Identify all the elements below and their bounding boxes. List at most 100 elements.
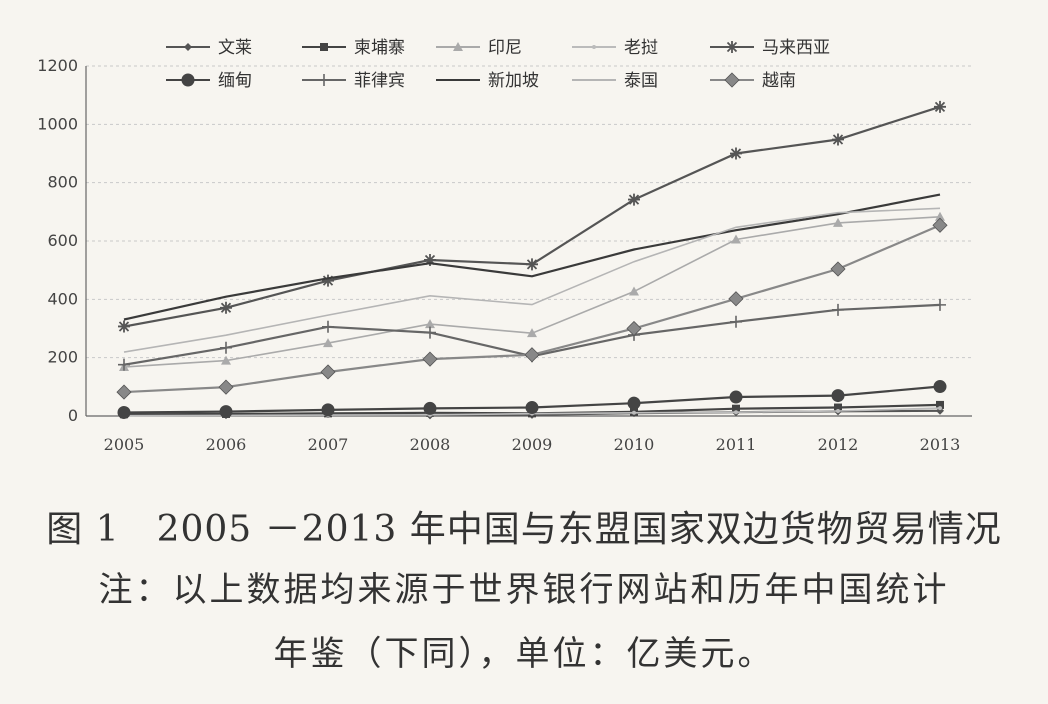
legend-item: 越南 xyxy=(710,71,796,91)
data-point xyxy=(832,133,844,146)
legend-label: 菲律宾 xyxy=(354,71,405,91)
data-point xyxy=(118,358,130,371)
y-tick-label: 600 xyxy=(47,231,78,250)
legend-marker xyxy=(724,72,740,88)
x-tick-label: 2013 xyxy=(920,435,961,454)
data-point xyxy=(934,298,946,311)
data-point xyxy=(221,355,231,365)
legend-label: 文莱 xyxy=(218,38,252,58)
data-point xyxy=(220,301,232,314)
y-tick-label: 400 xyxy=(47,289,78,308)
x-tick-label: 2006 xyxy=(206,435,247,454)
data-point xyxy=(422,351,438,367)
legend-label: 老挝 xyxy=(624,38,658,58)
legend-item: 柬埔寨 xyxy=(302,38,405,58)
data-point xyxy=(118,320,130,333)
series-line-9 xyxy=(123,224,941,394)
data-point xyxy=(730,315,742,328)
y-tick-label: 200 xyxy=(47,348,78,367)
data-point xyxy=(938,406,942,411)
data-point xyxy=(933,380,947,394)
data-point xyxy=(526,258,538,271)
legend-item: 菲律宾 xyxy=(302,71,405,91)
series-lines xyxy=(116,100,948,420)
data-point xyxy=(932,217,948,233)
legend-item: 缅甸 xyxy=(166,71,252,91)
legend-item: 老挝 xyxy=(572,38,658,58)
data-point xyxy=(729,390,743,404)
data-point xyxy=(117,406,131,419)
data-point xyxy=(424,326,436,339)
data-point xyxy=(834,403,842,412)
legend-label: 柬埔寨 xyxy=(354,38,405,58)
series-5 xyxy=(117,380,947,419)
data-point xyxy=(323,338,333,348)
figure-caption-title: 图 1 2005 －2013 年中国与东盟国家双边货物贸易情况 xyxy=(46,509,1002,550)
data-point xyxy=(730,147,742,160)
data-point xyxy=(632,410,636,415)
x-tick-label: 2007 xyxy=(308,435,349,454)
x-tick-label: 2009 xyxy=(512,435,553,454)
data-point xyxy=(629,286,639,296)
data-point xyxy=(627,396,641,410)
data-point xyxy=(524,347,540,363)
x-tick-label: 2008 xyxy=(410,435,451,454)
legend-marker xyxy=(320,43,328,51)
series-line-8 xyxy=(123,207,941,353)
data-point xyxy=(833,217,843,227)
legend-item: 文莱 xyxy=(166,38,252,58)
data-point xyxy=(732,404,740,413)
data-point xyxy=(423,401,437,415)
data-point xyxy=(831,389,845,403)
legend-marker xyxy=(318,74,330,86)
legend-item: 印尼 xyxy=(436,38,522,58)
data-point xyxy=(832,303,844,316)
data-point xyxy=(935,211,945,221)
data-point xyxy=(219,405,233,419)
legend-label: 印尼 xyxy=(488,38,522,58)
data-point xyxy=(934,100,946,113)
legend-marker xyxy=(592,45,596,49)
figure-note-line-2: 年鉴（下同），单位：亿美元。 xyxy=(273,634,775,674)
x-tick-label: 2010 xyxy=(614,435,655,454)
y-tick-label: 1000 xyxy=(37,114,78,133)
data-point xyxy=(321,403,335,417)
data-point xyxy=(728,291,744,307)
data-point xyxy=(116,384,132,400)
data-point xyxy=(836,409,840,414)
series-2 xyxy=(119,211,945,371)
series-4 xyxy=(118,100,946,333)
data-point xyxy=(734,410,738,415)
trade-line-chart: 0 200 400 600 800 1000 1200 2005 2006 2007 2008 200… xyxy=(37,38,972,454)
data-point xyxy=(218,379,234,395)
data-point xyxy=(731,234,741,244)
legend-item: 马来西亚 xyxy=(710,38,830,58)
x-tick-label: 2011 xyxy=(716,435,757,454)
data-point xyxy=(626,320,642,337)
data-point xyxy=(830,261,846,277)
series-9 xyxy=(116,217,948,400)
legend-label: 缅甸 xyxy=(218,71,252,91)
legend-label: 泰国 xyxy=(624,71,658,91)
data-point xyxy=(322,274,334,287)
legend-label: 马来西亚 xyxy=(762,38,830,58)
x-tick-label: 2005 xyxy=(104,435,145,454)
data-point xyxy=(936,400,944,409)
y-tick-label: 0 xyxy=(68,406,78,425)
x-tick-label: 2012 xyxy=(818,435,859,454)
data-point xyxy=(525,401,539,415)
y-tick-label: 800 xyxy=(47,173,78,192)
data-point xyxy=(425,319,435,329)
legend-marker xyxy=(181,73,195,87)
legend-marker xyxy=(726,41,738,53)
legend-marker xyxy=(453,42,463,51)
legend-item: 泰国 xyxy=(572,71,658,91)
data-point xyxy=(320,364,336,380)
legend-label: 越南 xyxy=(762,71,796,91)
series-line-7 xyxy=(123,193,941,321)
data-point xyxy=(424,253,436,266)
series-7 xyxy=(123,193,941,321)
legend-label: 新加坡 xyxy=(488,71,539,91)
grid-lines xyxy=(86,65,972,359)
legend-marker xyxy=(184,43,192,51)
